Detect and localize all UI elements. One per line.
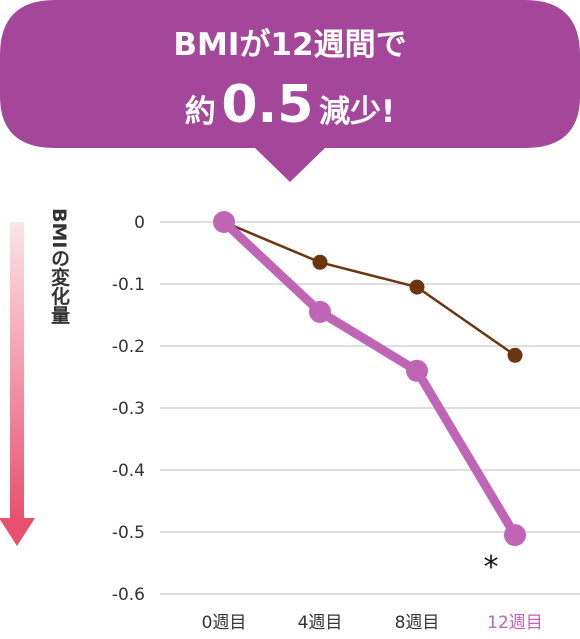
x-tick-labels: 0週目 4週目 8週目 12週目: [202, 613, 543, 633]
arrow-shaft: [10, 222, 24, 520]
series-0-point: [213, 211, 235, 233]
y-axis-label: BMIの変化量: [48, 208, 70, 324]
series-0-point: [309, 300, 331, 323]
y-tick-label: -0.3: [112, 399, 145, 419]
banner-line-1: BMIが12週間で: [173, 27, 406, 63]
series-1-point: [409, 279, 425, 295]
x-tick-label: 0週目: [202, 613, 247, 633]
series-0-point: [406, 359, 428, 382]
y-tick-labels: 0 -0.1 -0.2 -0.3 -0.4 -0.5 -0.6: [112, 213, 145, 605]
arrow-head: [0, 518, 35, 546]
banner-value: 0.5: [221, 75, 313, 135]
significance-asterisk: *: [484, 550, 499, 585]
series-1-point: [312, 254, 328, 270]
banner-suffix: 減少!: [319, 94, 395, 130]
banner-prefix: 約: [185, 94, 216, 130]
series-line-0: [219, 217, 520, 540]
decrease-arrow: [0, 222, 35, 546]
y-tick-label: -0.5: [112, 523, 145, 543]
x-tick-label: 12週目: [487, 613, 543, 633]
x-tick-label: 4週目: [298, 613, 343, 633]
series-line-1: [222, 220, 517, 357]
headline-banner: BMIが12週間で 約 0.5 減少!: [0, 0, 580, 182]
y-tick-label: -0.1: [112, 275, 145, 295]
y-tick-label: -0.4: [112, 461, 145, 481]
series-0-point: [504, 524, 526, 547]
y-tick-label: -0.2: [112, 337, 145, 357]
y-tick-label: -0.6: [112, 585, 145, 605]
annotation-layer: *: [484, 550, 499, 585]
banner-line-2: 約 0.5 減少!: [185, 75, 395, 135]
y-tick-label: 0: [134, 213, 145, 233]
series-layer: [213, 211, 526, 547]
banner-bubble: [0, 0, 580, 182]
x-tick-label: 8週目: [395, 613, 440, 633]
series-1-point: [507, 347, 523, 363]
